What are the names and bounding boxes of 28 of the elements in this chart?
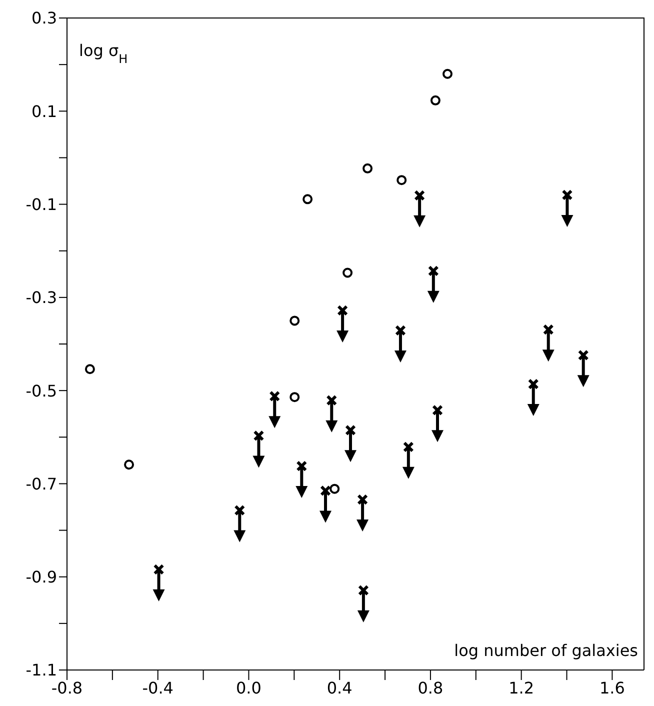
point [362, 163, 373, 174]
x-tick-label: 0.8 [418, 678, 444, 698]
point [124, 460, 134, 470]
point [290, 392, 300, 402]
y-tick-label: 0.1 [32, 102, 57, 121]
x-tick-label: -0.8 [51, 678, 83, 698]
y-axis-title: log σ$_{H}$ [79, 41, 128, 66]
point [396, 175, 407, 186]
x-tick-label: 0.0 [236, 678, 262, 698]
point [430, 95, 440, 106]
y-tick-label: -0.1 [26, 194, 57, 214]
x-tick-label: 0.4 [326, 678, 352, 698]
y-tick-label: -1.1 [26, 660, 57, 680]
y-tick-label: -0.9 [26, 568, 57, 587]
point [84, 364, 95, 374]
point [342, 268, 353, 278]
x-axis-title: log number of galaxies [454, 641, 638, 660]
point [290, 316, 300, 326]
x-tick-label: -0.4 [142, 678, 174, 698]
point [330, 484, 340, 494]
x-tick-label: 1.6 [599, 678, 625, 698]
y-tick-label: 0.3 [32, 8, 57, 28]
point [302, 194, 313, 204]
y-tick-label: -0.3 [26, 288, 57, 308]
y-tick-label: -0.7 [26, 474, 57, 494]
point [442, 68, 452, 79]
y-tick-label: -0.5 [26, 381, 57, 400]
x-tick-label: 1.2 [508, 678, 534, 698]
